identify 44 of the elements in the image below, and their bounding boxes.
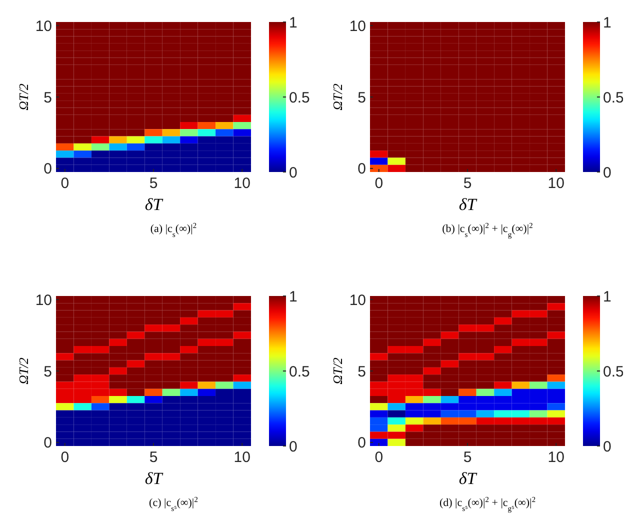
x-tick-label: 5 — [149, 449, 158, 466]
color-bar-label: 1 — [289, 14, 298, 32]
text: (b) |c$_{s}$(∞)|$^{2}$ + |c$_{g}$(∞)|$^{2}$ — [442, 220, 534, 238]
color-bar-label: 0.5 — [603, 363, 624, 380]
x-tick-label: 10 — [234, 175, 250, 192]
y-tick-label: 10 — [35, 292, 52, 309]
y-tick-label: 10 — [349, 18, 366, 35]
x-tick-label: 10 — [548, 175, 564, 192]
y-tick-label: 5 — [358, 89, 366, 106]
x-tick-label: 5 — [463, 175, 472, 192]
y-tick-label: 10 — [35, 18, 52, 35]
y-tick-label: 5 — [358, 363, 366, 380]
color-bar-label: 1 — [289, 288, 298, 306]
y-axis-title: ΩT/2 — [330, 357, 345, 384]
x-tick-label: 0 — [60, 449, 70, 466]
y-tick-label: 0 — [44, 434, 52, 452]
text: (d) |c$_{s⁵}$(∞)|$^{2}$ + |c$_{g⁵}$(∞)|$^{2}$ — [439, 494, 536, 512]
text: (c) |c$_{s⁵}$(∞)|$^{2}$ — [149, 494, 198, 512]
x-axis-title: δT — [458, 195, 478, 214]
color-bar-label: 1 — [603, 14, 612, 32]
x-axis-title: δT — [458, 469, 478, 488]
color-bar-label: 0.5 — [289, 363, 310, 380]
color-bar-label: 0.5 — [603, 89, 624, 106]
y-tick-label: 5 — [44, 363, 52, 380]
y-tick-label: 0 — [358, 160, 366, 178]
color-bar-label: 0.5 — [289, 89, 310, 106]
y-tick-label: 0 — [358, 434, 366, 452]
x-tick-label: 0 — [374, 175, 384, 192]
x-axis-title: δT — [144, 469, 164, 488]
x-tick-label: 10 — [234, 449, 250, 466]
x-tick-label: 0 — [374, 449, 384, 466]
y-tick-label: 10 — [349, 292, 366, 309]
x-tick-label: 5 — [149, 175, 158, 192]
y-tick-label: 5 — [44, 89, 52, 106]
y-axis-title: ΩT/2 — [16, 357, 31, 384]
color-bar-label: 1 — [603, 288, 612, 306]
y-axis-title: ΩT/2 — [330, 83, 345, 110]
text: (a) |c$_{s}$(∞)|$^{2}$ — [150, 220, 197, 238]
x-axis-title: δT — [144, 195, 164, 214]
x-tick-label: 5 — [463, 449, 472, 466]
y-tick-label: 0 — [44, 160, 52, 178]
x-tick-label: 10 — [548, 449, 564, 466]
y-axis-title: ΩT/2 — [16, 83, 31, 110]
x-tick-label: 0 — [60, 175, 70, 192]
